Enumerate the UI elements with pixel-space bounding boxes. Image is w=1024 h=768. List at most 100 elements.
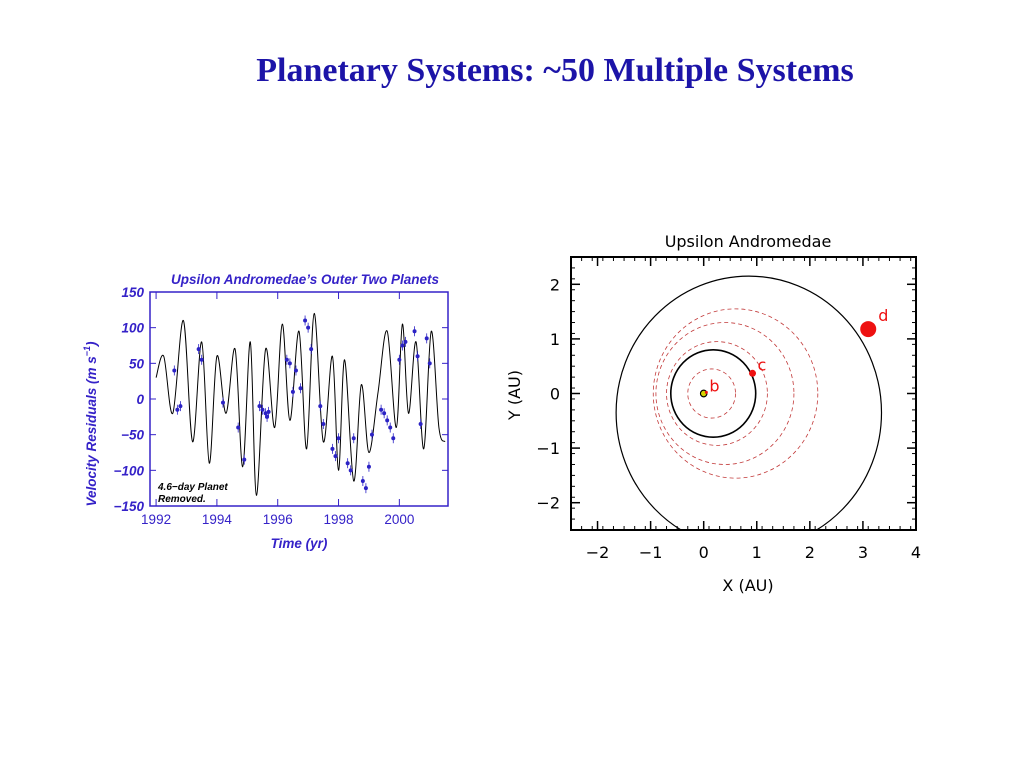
x-axis-label: Time (yr): [271, 536, 328, 551]
data-point: [418, 421, 423, 426]
dashed-orbit: [652, 308, 819, 479]
data-point: [363, 486, 368, 491]
data-point: [266, 409, 271, 414]
data-point: [236, 425, 241, 430]
y-tick-label: −100: [114, 463, 145, 478]
data-point: [321, 421, 326, 426]
orbits: [615, 275, 883, 530]
y-tick-label: −150: [114, 499, 145, 514]
data-point: [379, 407, 384, 412]
x-tick-label: 1998: [324, 512, 354, 527]
x-tick-label: 3: [858, 543, 868, 562]
orbit-y-axis-label: Y (AU): [505, 370, 524, 421]
data-point: [284, 357, 289, 362]
data-point: [351, 436, 356, 441]
data-point: [388, 425, 393, 430]
data-point: [287, 361, 292, 366]
x-tick-label: 0: [699, 543, 709, 562]
data-point: [263, 411, 268, 416]
x-tick-label: −1: [639, 543, 663, 562]
data-point: [397, 357, 402, 362]
y-tick-label: 150: [121, 285, 144, 300]
data-point: [366, 464, 371, 469]
data-point: [360, 479, 365, 484]
data-point: [290, 389, 295, 394]
data-point: [199, 357, 204, 362]
planet-c-marker: [749, 369, 757, 377]
data-point: [382, 411, 387, 416]
planet-b-marker: [704, 390, 708, 394]
orbit-c: [669, 349, 757, 438]
data-point: [412, 329, 417, 334]
x-tick-label: 4: [911, 543, 921, 562]
model-curve: [155, 312, 446, 496]
model-curve-line: [155, 312, 446, 496]
y-axis-label: Velocity Residuals (m s−1): [82, 341, 99, 507]
data-point: [369, 432, 374, 437]
velocity-residuals-chart: Upsilon Andromedae’s Outer Two Planets V…: [82, 272, 449, 551]
x-tick-label: 1992: [141, 512, 171, 527]
y-axis-label-close: ): [84, 341, 99, 348]
orbit-d: [615, 275, 883, 530]
y-tick-label: 1: [550, 330, 560, 349]
annotation-line-1: 4.6−day Planet: [157, 482, 228, 493]
dashed-orbit: [687, 368, 736, 419]
y-axis-label-text: Velocity Residuals (m s: [84, 356, 99, 507]
dashed-orbit: [666, 341, 768, 446]
x-tick-label: −2: [586, 543, 610, 562]
data-point: [330, 446, 335, 451]
data-point: [175, 407, 180, 412]
data-point: [318, 404, 323, 409]
left-plot-frame: [149, 291, 449, 507]
data-point: [265, 414, 270, 419]
y-tick-label: 0: [136, 392, 144, 407]
x-tick-label: 1996: [263, 512, 293, 527]
y-tick-label: −1: [536, 439, 560, 458]
data-point: [306, 325, 311, 330]
data-point: [391, 436, 396, 441]
y-tick-label: 0: [550, 385, 560, 404]
dashed-orbit: [655, 322, 795, 465]
planet-d-label: d: [878, 306, 888, 325]
data-point: [293, 368, 298, 373]
y-ticks: 150 100 50 0 −50 −100 −150: [114, 285, 448, 514]
data-point: [260, 407, 265, 412]
data-point: [400, 343, 405, 348]
y-tick-label: −2: [536, 494, 560, 513]
orbit-ticks: −2 −1 0 1 2 3 4 2 1 0 −1 −2: [536, 256, 921, 562]
data-point: [220, 400, 225, 405]
x-tick-label: 2: [805, 543, 815, 562]
orbit-plot-frame: [570, 256, 917, 531]
slide-title: Planetary Systems: ~50 Multiple Systems: [256, 52, 854, 89]
data-point: [424, 336, 429, 341]
data-point: [257, 404, 262, 409]
x-ticks: 1992 1994 1996 1998 2000: [141, 292, 414, 527]
orbit-x-axis-label: X (AU): [722, 576, 773, 595]
bodies: b c d: [699, 306, 888, 398]
data-point: [303, 318, 308, 323]
orbit-diagram: Upsilon Andromedae X (AU) Y (AU) −2 −1 0 1 2…: [505, 232, 921, 595]
x-tick-label: 2000: [384, 512, 414, 527]
observations: [172, 315, 432, 494]
data-point: [415, 354, 420, 359]
data-point: [172, 368, 177, 373]
data-point: [345, 461, 350, 466]
planet-b-label: b: [709, 376, 719, 395]
data-point: [242, 457, 247, 462]
data-point: [309, 347, 314, 352]
orbit-y-axis-label-text: Y (AU): [505, 370, 524, 421]
data-point: [385, 418, 390, 423]
data-point: [336, 436, 341, 441]
data-point: [178, 404, 183, 409]
chart-title: Upsilon Andromedae’s Outer Two Planets: [171, 272, 440, 287]
y-tick-label: 100: [121, 321, 144, 336]
planet-c-label: c: [758, 355, 767, 374]
data-point: [403, 339, 408, 344]
y-axis-label-sup: −1: [82, 346, 92, 356]
orbit-chart-title: Upsilon Andromedae: [665, 232, 832, 251]
data-point: [298, 386, 303, 391]
svg-text:Velocity Residuals (m s−1): Velocity Residuals (m s−1): [82, 341, 99, 507]
data-point: [196, 347, 201, 352]
x-tick-label: 1: [752, 543, 762, 562]
data-point: [333, 454, 338, 459]
